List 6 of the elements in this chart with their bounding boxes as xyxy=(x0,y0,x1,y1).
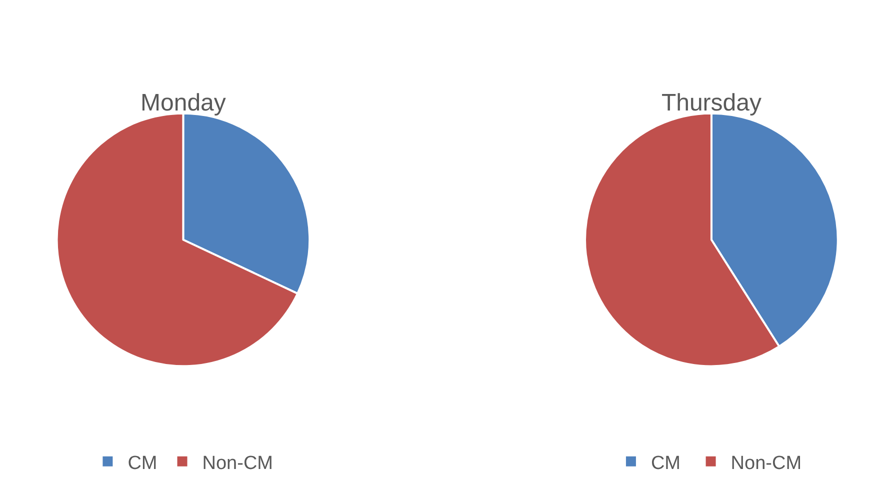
legend-label: Non-CM xyxy=(730,452,807,474)
legend-label: Non-CM xyxy=(202,452,273,474)
chart-title: Monday xyxy=(140,89,226,116)
legend-label: CM xyxy=(650,452,686,474)
chart-title: Thursday xyxy=(661,89,762,116)
legend-label: CM xyxy=(128,452,158,474)
